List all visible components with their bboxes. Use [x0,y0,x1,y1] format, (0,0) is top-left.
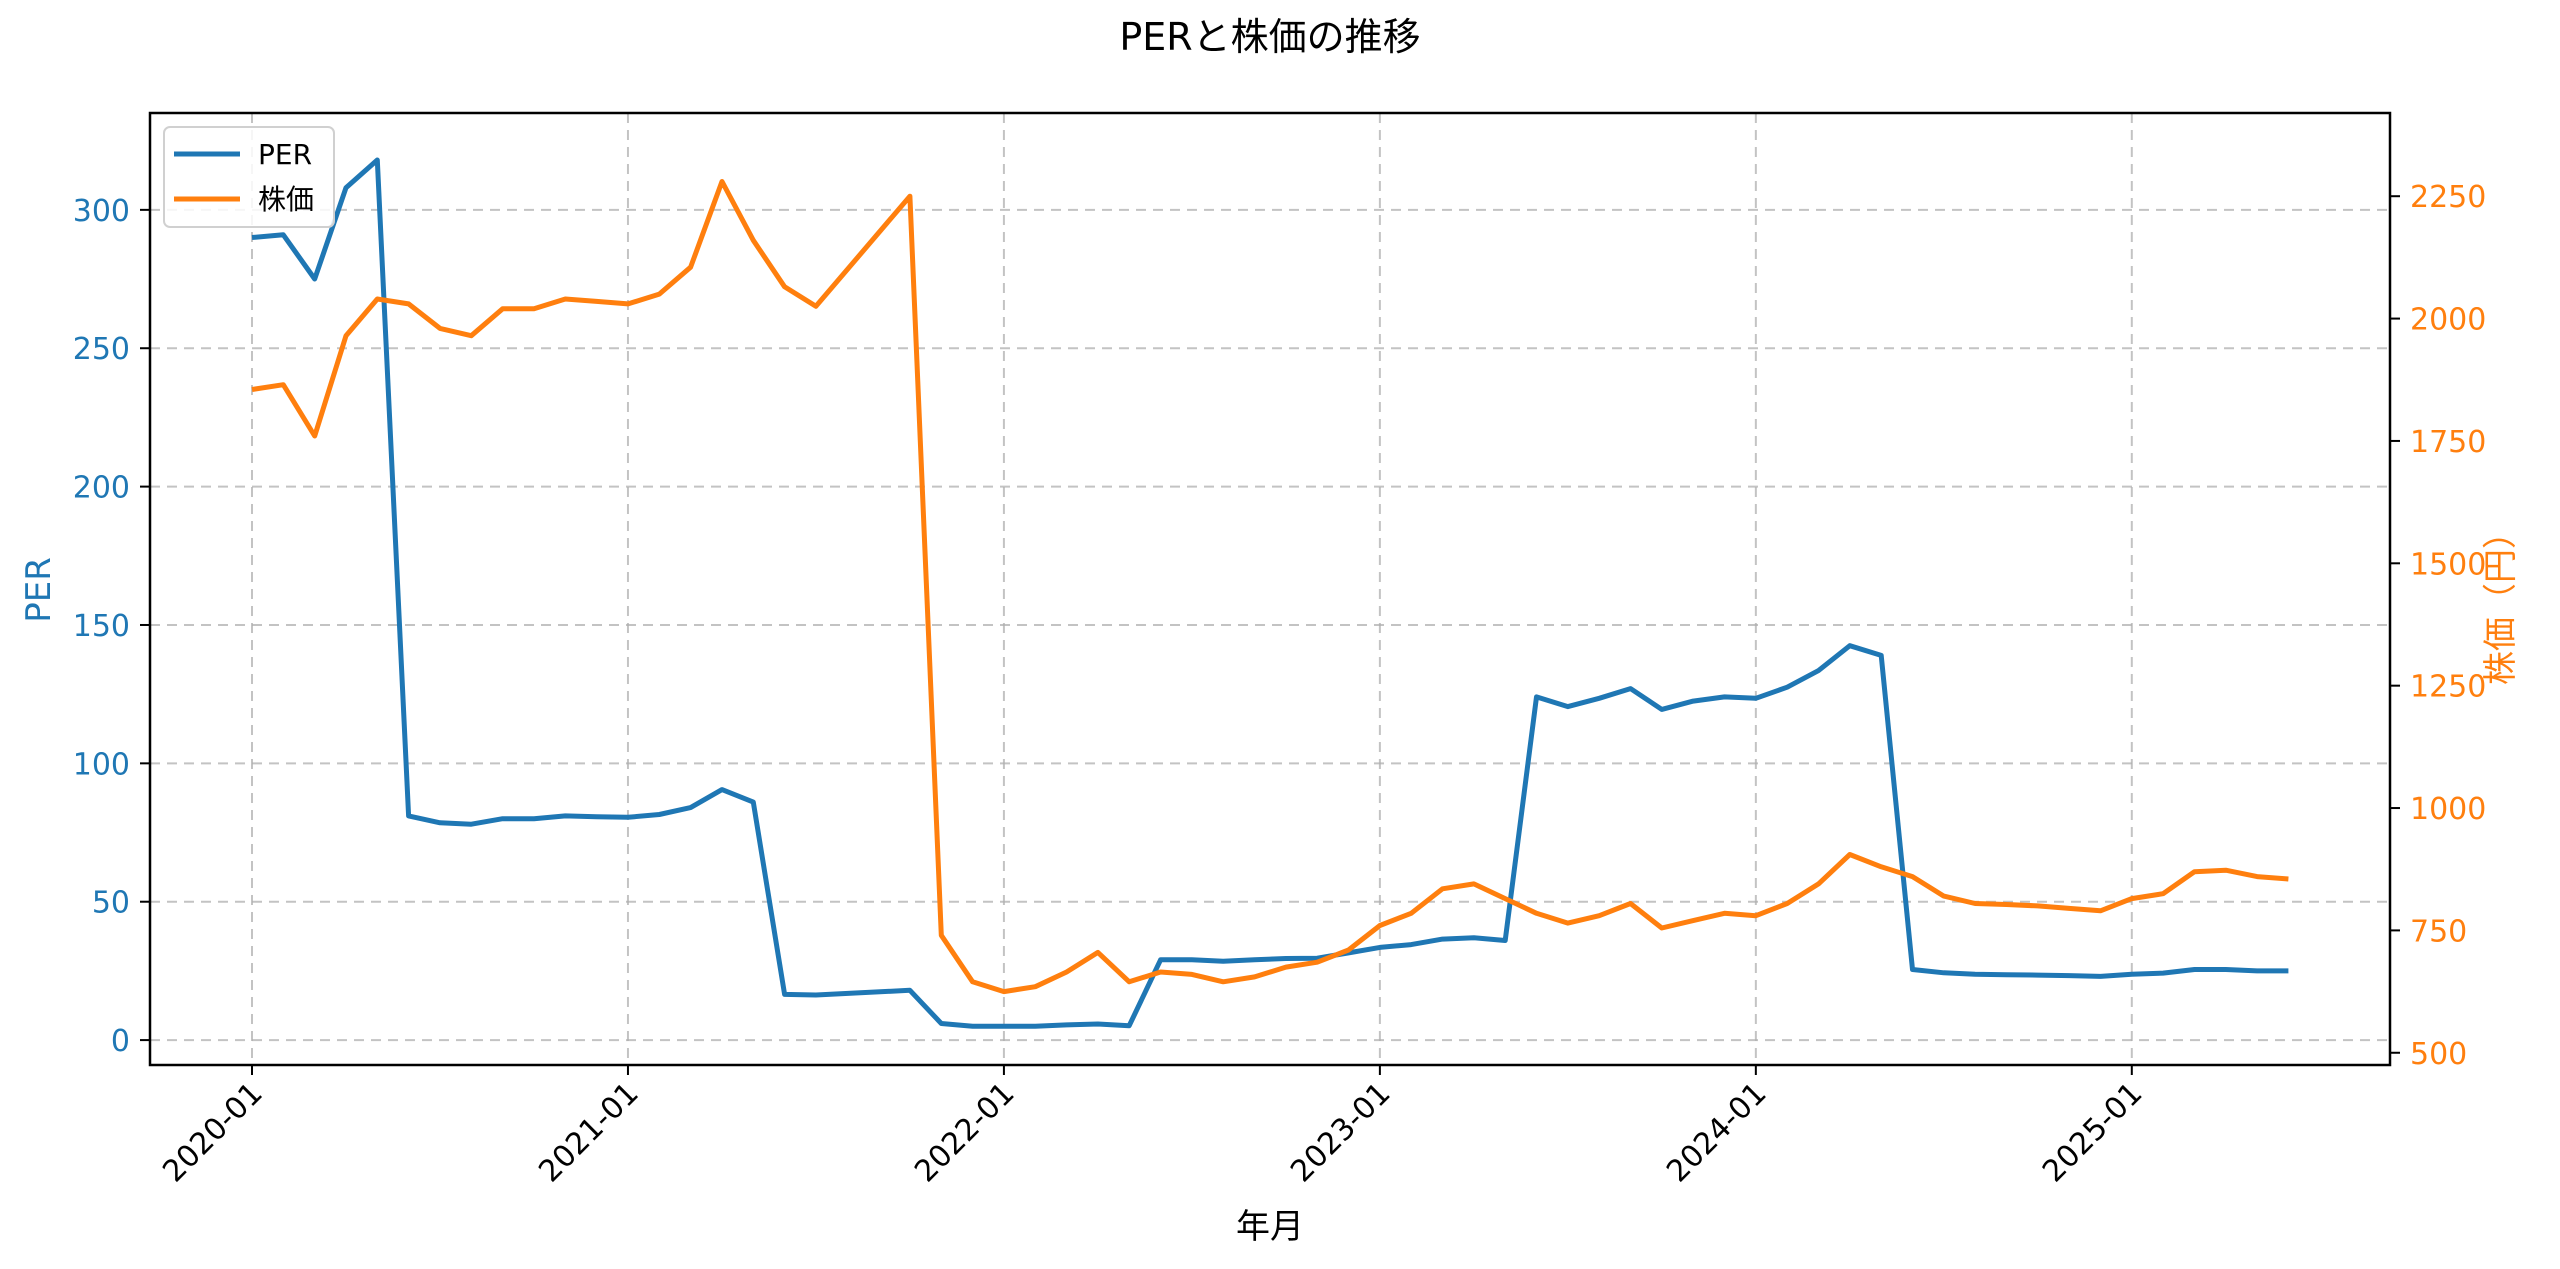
x-axis: 2020-01 2021-01 2022-01 2023-01 2024-01 2025-… [156,1065,2149,1189]
x-tick-label: 2022-01 [908,1076,1021,1189]
plot-frame [148,111,2392,1067]
right-tick-label: 2000 [2410,303,2486,338]
per-line [251,157,2289,1029]
left-tick-label: 50 [92,886,130,921]
left-tick-label: 250 [73,332,130,367]
price-line [251,179,2289,995]
right-y-axis: 500 750 1000 1250 1500 1750 2000 2250 [2390,180,2486,1072]
right-tick-label: 1250 [2410,670,2486,705]
left-tick-label: 200 [73,471,130,506]
left-y-axis-label: PER [19,557,59,623]
right-tick-label: 500 [2410,1037,2467,1072]
x-tick-label: 2021-01 [532,1076,645,1189]
x-axis-label: 年月 [1236,1207,1304,1247]
right-tick-label: 1500 [2410,547,2486,582]
x-tick-label: 2020-01 [156,1076,269,1189]
chart-title: PERと株価の推移 [1119,15,1420,59]
left-tick-label: 100 [73,747,130,782]
legend: PER 株価 [163,126,335,228]
x-tick-label: 2023-01 [1284,1076,1397,1189]
right-tick-label: 1000 [2410,792,2486,827]
grid-lines [150,113,2390,1065]
right-y-axis-label: 株価（円） [2481,515,2521,685]
legend-per-label: PER [258,138,312,171]
right-tick-label: 2250 [2410,180,2486,215]
series-lines [251,157,2289,1029]
left-tick-label: 150 [73,609,130,644]
right-tick-label: 1750 [2410,425,2486,460]
left-tick-label: 300 [73,194,130,229]
x-tick-label: 2025-01 [2036,1076,2149,1189]
x-tick-label: 2024-01 [1660,1076,1773,1189]
left-y-axis: 0 50 100 150 200 250 300 [73,194,150,1059]
right-tick-label: 750 [2410,914,2467,949]
left-tick-label: 0 [111,1024,130,1059]
legend-price-label: 株価 [258,183,314,216]
